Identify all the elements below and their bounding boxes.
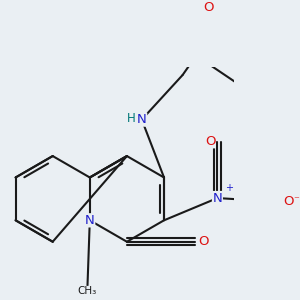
Text: ⁻: ⁻ bbox=[293, 196, 299, 206]
Text: O: O bbox=[203, 1, 214, 14]
Text: N: N bbox=[213, 192, 222, 205]
Text: N: N bbox=[137, 113, 147, 126]
Text: O: O bbox=[283, 195, 293, 208]
Text: CH₃: CH₃ bbox=[78, 286, 97, 296]
Text: H: H bbox=[127, 112, 136, 125]
Text: N: N bbox=[85, 214, 95, 227]
Text: O: O bbox=[205, 135, 215, 148]
Text: O: O bbox=[199, 235, 209, 248]
Text: +: + bbox=[225, 183, 232, 193]
